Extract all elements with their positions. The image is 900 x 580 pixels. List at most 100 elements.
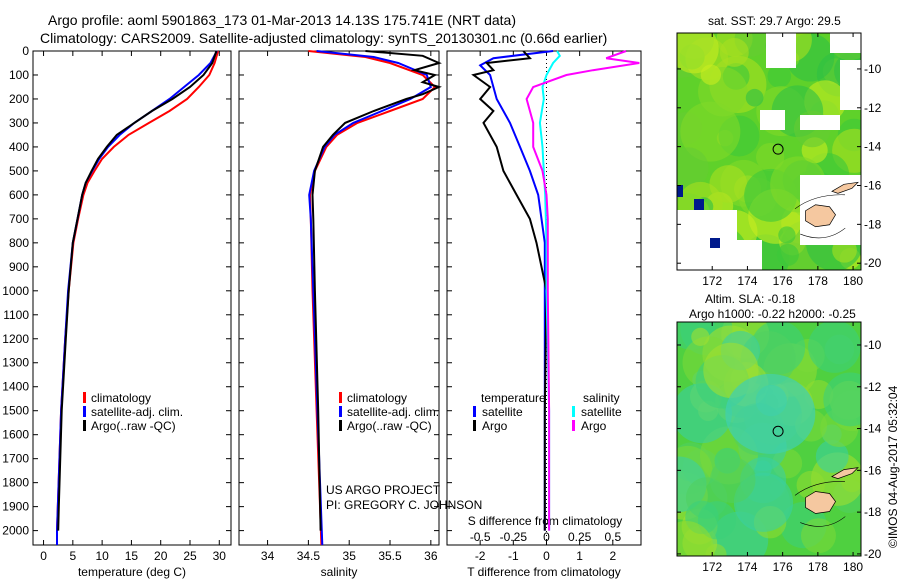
map-no-data: [830, 33, 861, 53]
y-tick-label: 2000: [2, 524, 29, 538]
map-color-blob: [677, 33, 719, 74]
x-tick-label: 25: [183, 549, 197, 563]
map-cold-pixel: [710, 238, 720, 248]
x-tick-label: 35.5: [378, 549, 402, 563]
legend-swatch: [473, 420, 476, 431]
x-axis-label: salinity: [321, 565, 358, 579]
x-tick-label: 35: [343, 549, 357, 563]
map-color-blob: [709, 457, 756, 504]
y-tick-label: 1300: [2, 356, 29, 370]
x2-tick-label: 0.5: [604, 530, 621, 544]
y-tick-label: 1800: [2, 476, 29, 490]
map-no-data: [677, 210, 737, 270]
x-tick-label: 20: [154, 549, 168, 563]
credit-label: ©IMOS 04-Aug-2017 05:32:04: [886, 385, 900, 548]
map-x-tick-label: 178: [808, 560, 828, 574]
series-line-satellite: [308, 50, 433, 546]
x-tick-label: 10: [95, 549, 109, 563]
series-line-t-argo: [471, 50, 548, 531]
title-line1: Argo profile: aoml 5901863_173 01-Mar-20…: [48, 12, 517, 28]
map-x-tick-label: 174: [737, 274, 757, 288]
legend-swatch: [83, 420, 86, 431]
series-line-argo: [311, 50, 442, 531]
legend-swatch: [572, 406, 575, 417]
y-tick-label: 400: [9, 140, 29, 154]
legend-label: satellite: [581, 405, 622, 419]
legend-salinity-heading: salinity: [583, 391, 620, 405]
title-line2: Climatology: CARS2009. Satellite-adjuste…: [40, 30, 608, 46]
map-x-tick-label: 176: [773, 560, 793, 574]
y-tick-label: 300: [9, 116, 29, 130]
map-y-tick-label: -16: [864, 463, 882, 477]
map-x-tick-label: 178: [808, 274, 828, 288]
map-no-data: [840, 60, 861, 110]
plot-frame-salinity: [238, 50, 440, 546]
map-no-data: [760, 110, 785, 130]
x-tick-label: 34: [261, 549, 275, 563]
x-tick-label: -1: [508, 549, 519, 563]
map-x-tick-label: 180: [843, 274, 863, 288]
x-tick-label: 0: [543, 549, 550, 563]
y-tick-label: 0: [22, 44, 29, 58]
land-vanua-levu: [831, 181, 859, 194]
legend-label: climatology: [347, 391, 407, 405]
x-tick-label: 36: [424, 549, 438, 563]
map-x-tick-label: 172: [702, 274, 722, 288]
y-tick-label: 1900: [2, 500, 29, 514]
map-color-blob: [808, 322, 861, 373]
y-tick-label: 500: [9, 164, 29, 178]
x-tick-label: -2: [475, 549, 486, 563]
map-color-blob: [815, 440, 849, 473]
map-y-tick-label: -18: [864, 217, 882, 231]
legend-label: satellite: [482, 405, 523, 419]
map-field: [677, 33, 861, 270]
map-cold-pixel: [694, 199, 704, 210]
y-tick-label: 900: [9, 260, 29, 274]
map-cold-pixel: [677, 185, 683, 197]
legend-label: Argo(..raw -QC): [91, 419, 176, 433]
legend-label: Argo(..raw -QC): [347, 419, 432, 433]
map-y-tick-label: -14: [864, 422, 882, 436]
y-tick-label: 200: [9, 92, 29, 106]
series-line-t-satellite: [478, 50, 554, 531]
map-y-tick-label: -16: [864, 178, 882, 192]
x-axis-label: T difference from climatology: [467, 565, 621, 579]
map-frame: [676, 321, 862, 557]
legend-label: climatology: [91, 391, 151, 405]
map-1: [676, 32, 862, 271]
map-x-tick-label: 174: [737, 560, 757, 574]
legend-label: Argo: [482, 419, 508, 433]
map-color-blob: [680, 101, 741, 162]
land-viti-levu: [805, 491, 836, 514]
map-y-tick-label: -10: [864, 338, 882, 352]
map-color-blob: [776, 243, 799, 266]
x-tick-label: 2: [609, 549, 616, 563]
land-viti-levu: [805, 204, 836, 228]
legend-swatch: [83, 392, 86, 403]
legend-label: satellite-adj. clim.: [91, 405, 183, 419]
map-2: [676, 321, 862, 557]
y-tick-label: 100: [9, 68, 29, 82]
y-tick-label: 1100: [3, 308, 29, 322]
map-color-blob: [756, 142, 785, 172]
map-field: [677, 322, 861, 556]
legend-swatch: [339, 420, 342, 431]
argo-float-location-marker: [772, 143, 784, 155]
land-vanua-levu: [831, 467, 859, 479]
map2-title2: Argo h1000: -0.22 h2000: -0.25: [689, 307, 856, 321]
map-x-tick-label: 172: [702, 560, 722, 574]
reef-contour: [794, 194, 846, 239]
map-y-tick-label: -12: [864, 101, 882, 115]
legend-swatch: [339, 392, 342, 403]
map-y-tick-label: -10: [864, 62, 882, 76]
x2-tick-label: 0: [543, 530, 550, 544]
project-label: US ARGO PROJECT: [326, 483, 441, 497]
y-tick-label: 800: [9, 236, 29, 250]
y-tick-label: 600: [9, 188, 29, 202]
map-no-data: [737, 240, 762, 270]
x2-tick-label: -0.25: [500, 530, 528, 544]
map-y-tick-label: -18: [864, 505, 882, 519]
map1-title: sat. SST: 29.7 Argo: 29.5: [708, 14, 841, 28]
map-no-data: [766, 33, 796, 68]
